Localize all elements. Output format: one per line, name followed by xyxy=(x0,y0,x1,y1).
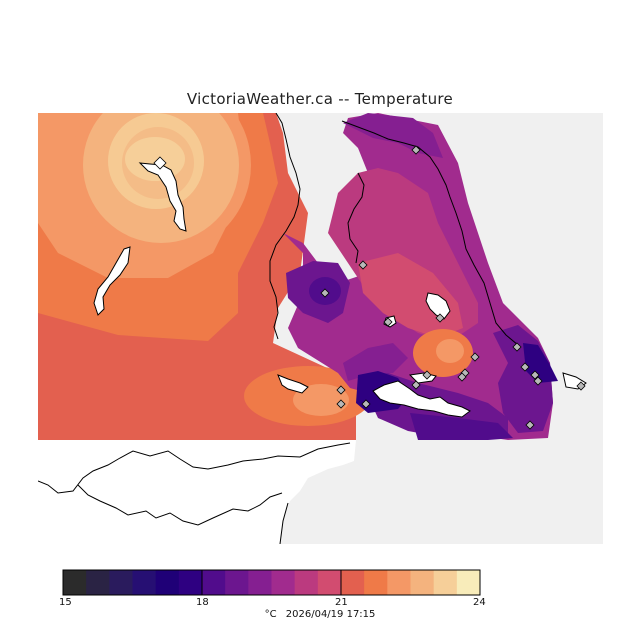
colorbar-cell xyxy=(132,570,157,595)
timestamp-label: 2026/04/19 17:15 xyxy=(285,609,376,620)
station-marker xyxy=(411,380,421,390)
colorbar-tick-24: 24 xyxy=(473,597,486,608)
colorbar-cell xyxy=(341,570,365,595)
station-marker xyxy=(470,352,480,362)
island-mid-east xyxy=(425,292,451,320)
temperature-map[interactable] xyxy=(38,113,603,544)
colorbar-cell xyxy=(109,570,133,595)
island-centre xyxy=(277,374,309,394)
colorbar-cell xyxy=(202,570,226,595)
colorbar-cell xyxy=(248,570,272,595)
contour-south-strip xyxy=(410,413,513,440)
coastline-olympic xyxy=(77,484,283,526)
colorbar-cell xyxy=(364,570,388,595)
colorbar-cell xyxy=(433,570,458,595)
colorbar-cell xyxy=(317,570,342,595)
weather-stations xyxy=(153,145,586,430)
station-marker xyxy=(383,317,393,327)
station-marker xyxy=(358,260,368,270)
colorbar-tick-15: 15 xyxy=(59,597,72,608)
colorbar-tick-21: 21 xyxy=(335,597,348,608)
coastline-inlet xyxy=(347,172,365,264)
island-east xyxy=(372,380,471,418)
colorbar-cell xyxy=(86,570,110,595)
colorbar-cells xyxy=(63,570,481,595)
station-marker xyxy=(525,420,535,430)
station-marker xyxy=(320,288,330,298)
island-west xyxy=(93,246,131,316)
station-marker xyxy=(422,370,432,380)
station-marker xyxy=(411,145,421,155)
station-marker xyxy=(336,399,346,409)
station-marker xyxy=(336,385,346,395)
colorbar-cell xyxy=(387,570,411,595)
contour-east-warm-core xyxy=(436,339,464,363)
colorbar-cell xyxy=(63,570,87,595)
units-label: °C xyxy=(264,609,277,620)
station-marker xyxy=(361,399,371,409)
station-marker xyxy=(457,372,467,382)
colorbar-cell xyxy=(271,570,296,595)
contour-sw-warm-core xyxy=(293,384,349,416)
contour-mid-purple xyxy=(343,343,408,381)
contour-east-deep xyxy=(523,343,558,383)
station-marker xyxy=(533,376,543,386)
colorbar-cell xyxy=(456,570,481,595)
colorbar-cell xyxy=(410,570,435,595)
station-marker xyxy=(530,370,540,380)
colorbar-cell xyxy=(294,570,319,595)
coastline-strait-east xyxy=(341,120,519,346)
coastline-south xyxy=(38,442,351,544)
colorbar-cell xyxy=(225,570,249,595)
colorbar-tick-18: 18 xyxy=(196,597,209,608)
station-marker xyxy=(153,156,167,170)
map-title: VictoriaWeather.ca -- Temperature xyxy=(186,90,454,108)
island-north xyxy=(138,162,187,232)
station-marker xyxy=(512,342,522,352)
contour-hot-core xyxy=(125,137,185,181)
colorbar-caption: °C 2026/04/19 17:15 xyxy=(0,609,640,620)
coastline-strait-west xyxy=(269,113,301,340)
colorbar-border xyxy=(62,569,481,596)
station-marker xyxy=(576,381,586,391)
colorbar-cell xyxy=(155,570,180,595)
station-marker xyxy=(520,362,530,372)
land-south xyxy=(38,440,356,544)
station-marker xyxy=(435,313,445,323)
colorbar-cell xyxy=(178,570,203,595)
